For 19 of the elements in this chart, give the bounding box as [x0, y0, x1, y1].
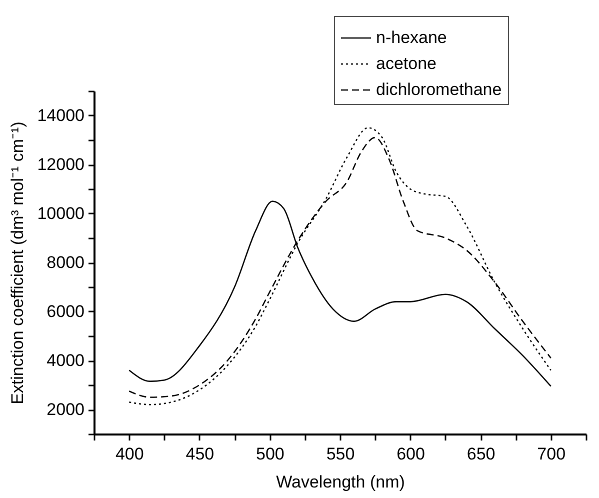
legend-label: dichloromethane: [376, 80, 502, 99]
x-tick-label: 500: [256, 444, 284, 464]
y-axis-title: Extinction coefficient (dm³ mol⁻¹ cm⁻¹): [8, 122, 28, 404]
x-tick-label: 550: [326, 444, 355, 464]
x-tick-label: 700: [537, 444, 566, 464]
x-tick-label: 400: [115, 444, 144, 464]
x-tick-label: 600: [396, 444, 425, 464]
x-tick-label: 650: [466, 444, 496, 464]
y-tick-label: 6000: [46, 302, 84, 321]
legend-label: n-hexane: [376, 28, 447, 47]
y-tick-label: 8000: [46, 253, 84, 272]
y-tick-label: 2000: [46, 400, 84, 419]
x-axis-title: Wavelength (nm): [276, 472, 405, 492]
y-tick-label: 12000: [37, 155, 84, 174]
x-tick-label: 450: [186, 444, 214, 464]
y-tick-label: 14000: [37, 106, 84, 125]
y-tick-label: 4000: [46, 351, 84, 370]
legend-label: acetone: [376, 54, 436, 73]
y-tick-label: 10000: [37, 204, 84, 223]
